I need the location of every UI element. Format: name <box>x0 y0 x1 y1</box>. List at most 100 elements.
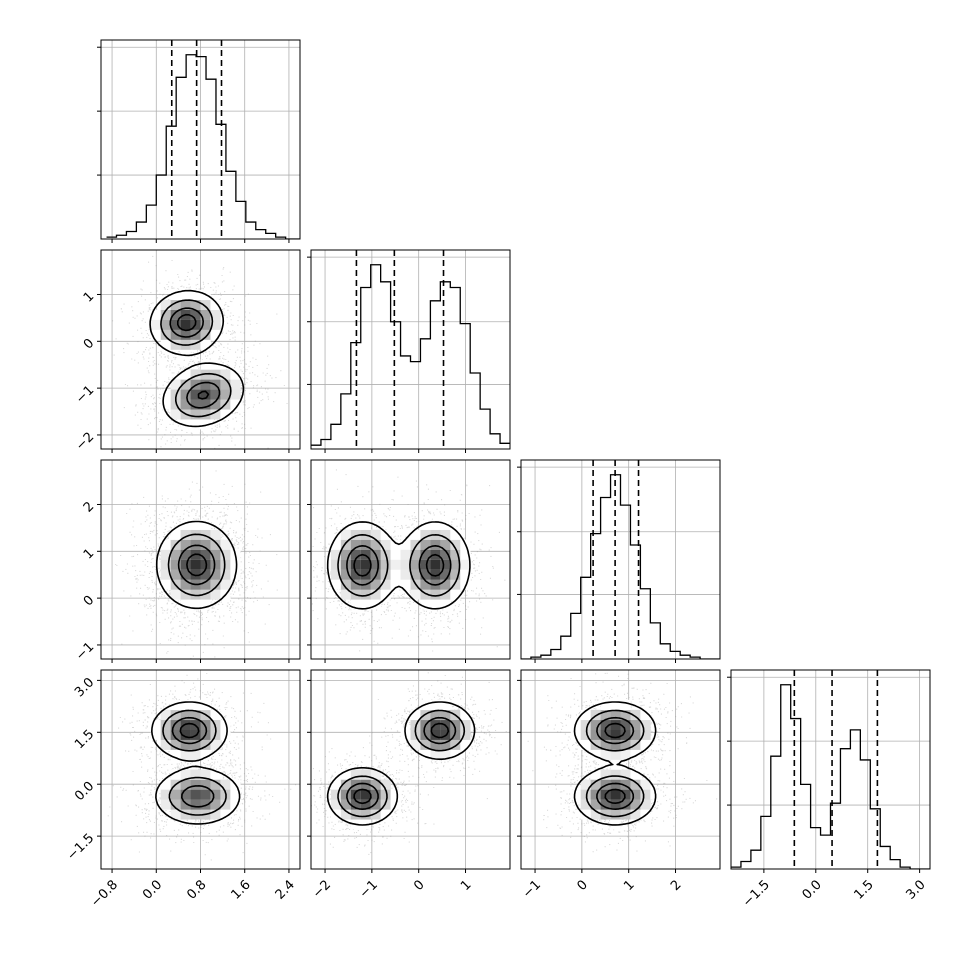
density-pixel <box>210 579 221 590</box>
density-pixel <box>580 719 591 730</box>
density-pixel <box>340 529 352 540</box>
density-pixel <box>170 309 181 320</box>
density-panel-3-1 <box>310 669 511 870</box>
density-bg <box>460 729 471 740</box>
hist-step-1 <box>311 264 510 446</box>
density-pixel <box>190 409 201 420</box>
density-pixel <box>430 589 441 600</box>
density-pixel <box>440 559 451 570</box>
density-bg <box>580 729 591 740</box>
density-bg <box>160 709 171 721</box>
y-tick-label: 1 <box>81 546 97 562</box>
density-pixel <box>220 549 231 560</box>
density-bg <box>350 769 362 780</box>
density-bg <box>370 579 381 590</box>
density-pixel <box>360 549 371 560</box>
density-pixel <box>430 539 441 550</box>
density-pixel <box>170 719 181 730</box>
density-bg <box>200 529 211 540</box>
density-bg <box>370 599 381 610</box>
density-bg <box>200 409 211 420</box>
density-bg <box>180 369 191 380</box>
density-pixel <box>160 309 171 320</box>
density-pixel <box>620 789 631 800</box>
density-bg <box>180 419 191 430</box>
contour-level-1 <box>337 534 461 597</box>
contour-level-3 <box>353 553 445 577</box>
density-bg <box>430 539 441 550</box>
density-bg <box>150 329 161 340</box>
axes-2-2 <box>534 659 677 663</box>
density-pixel <box>200 549 211 560</box>
density-bg <box>170 749 181 760</box>
density-bg <box>630 809 641 820</box>
density-bg <box>350 539 362 550</box>
density-bg <box>190 299 201 310</box>
density-pixel <box>580 779 591 790</box>
density-bg <box>630 749 641 760</box>
density-pixel <box>210 799 221 810</box>
density-pixel <box>440 709 451 721</box>
density-pixel <box>180 589 191 600</box>
density-bg <box>210 569 221 580</box>
density-bg <box>170 379 181 390</box>
density-pixel <box>180 779 191 790</box>
density-bg <box>230 379 241 390</box>
density-pixel <box>620 729 631 740</box>
x-tick-label: 0 <box>574 877 590 893</box>
density-bg <box>360 589 371 600</box>
density-bg <box>210 329 221 340</box>
x-tick-label: 0.0 <box>800 877 825 902</box>
density-bg <box>330 789 342 800</box>
density-pixel <box>440 589 451 600</box>
density-bg <box>460 579 471 590</box>
density-bg <box>170 559 181 570</box>
density-pixel <box>430 749 441 760</box>
density-pixel <box>620 779 631 790</box>
x-tick-label: 0 <box>411 877 427 893</box>
density-pixel <box>190 559 201 570</box>
density-bg <box>610 739 621 750</box>
density-bg <box>410 739 421 750</box>
density-bg <box>200 329 211 340</box>
density-pixel <box>180 379 191 390</box>
density-pixel <box>420 739 431 750</box>
density-pixel <box>610 799 621 810</box>
density-pixel <box>170 799 181 810</box>
density-pixel <box>200 299 211 310</box>
density-bg <box>180 699 191 711</box>
density-bg <box>330 539 342 550</box>
density-pixel <box>190 339 201 350</box>
density-bg <box>430 709 441 721</box>
density-pixel <box>160 729 171 740</box>
density-bg <box>570 789 581 800</box>
density-pixel <box>170 739 181 750</box>
axes-1-1 <box>324 449 467 453</box>
contour-level-1 <box>160 299 232 418</box>
density-pixel <box>440 529 451 540</box>
density-pixel <box>160 709 171 721</box>
density-bg <box>600 749 611 760</box>
density-pixel <box>210 389 221 400</box>
density-pixel <box>180 749 191 760</box>
density-bg <box>440 519 451 530</box>
density-pixel <box>170 559 181 570</box>
density-pixel <box>220 379 231 390</box>
density-pixel <box>170 569 181 580</box>
x-tick-label: 1 <box>621 877 637 893</box>
density-pixel <box>410 559 421 570</box>
density-bg <box>200 519 211 530</box>
density-bg <box>590 729 601 740</box>
density-pixel <box>190 739 201 750</box>
density-pixel <box>640 719 651 730</box>
density-bg <box>340 529 352 540</box>
axes-2-1 <box>307 503 467 663</box>
density-pixel <box>360 789 371 800</box>
density-pixel <box>180 529 191 540</box>
density-pixel <box>450 559 461 570</box>
density-pixel <box>440 539 451 550</box>
y-tick-label: 1.5 <box>72 727 97 752</box>
density-pixel <box>360 559 371 570</box>
density-bg <box>230 399 241 410</box>
